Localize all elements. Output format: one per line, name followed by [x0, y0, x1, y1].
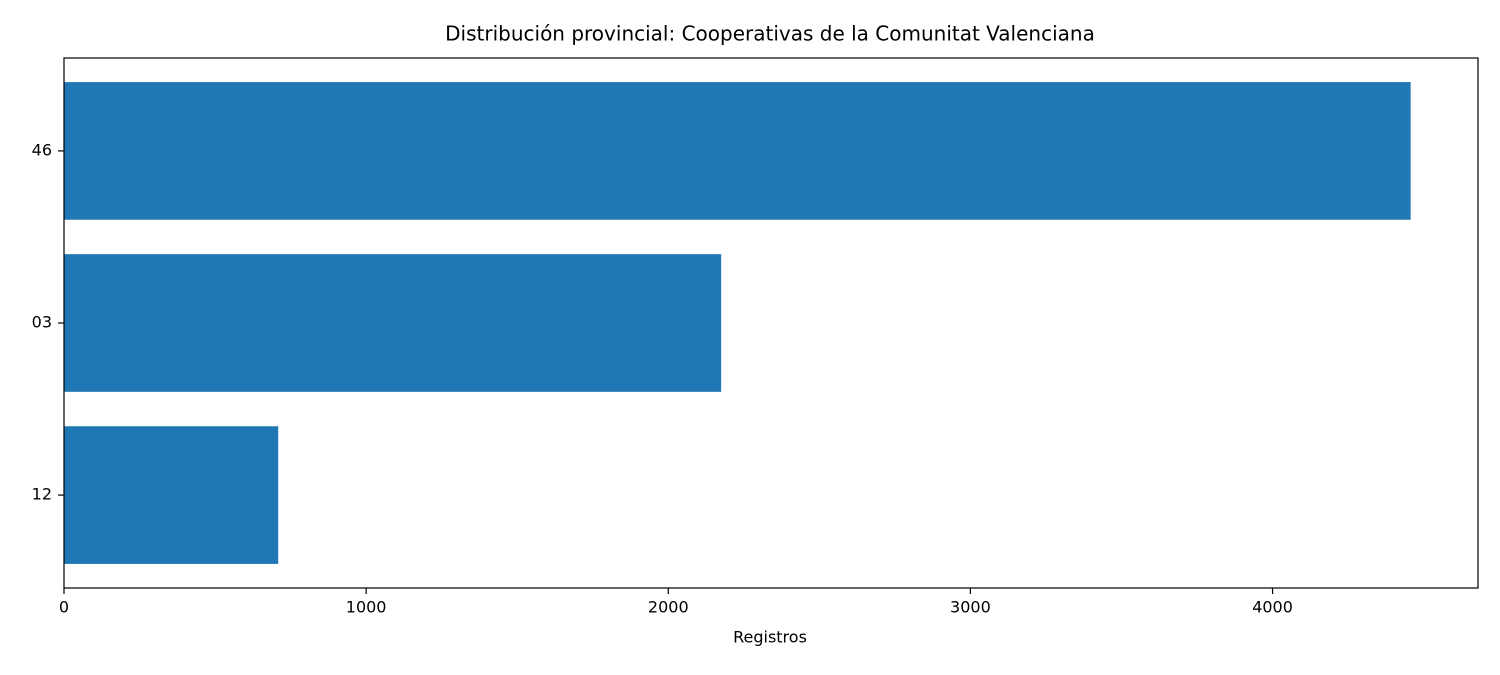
x-tick-label: 1000 [346, 598, 387, 617]
x-tick-label: 3000 [950, 598, 991, 617]
chart-title: Distribución provincial: Cooperativas de… [445, 22, 1095, 46]
y-tick-label: 12 [32, 485, 52, 504]
y-tick-label: 46 [32, 140, 52, 159]
x-axis-label: Registros [733, 628, 807, 647]
bar [64, 82, 1411, 220]
plot-frame [63, 57, 1479, 589]
bar [64, 254, 722, 392]
y-tick-label: 03 [32, 313, 52, 332]
bar [64, 426, 279, 564]
x-tick-label: 0 [59, 598, 69, 617]
x-tick-label: 4000 [1252, 598, 1293, 617]
x-tick-label: 2000 [648, 598, 689, 617]
